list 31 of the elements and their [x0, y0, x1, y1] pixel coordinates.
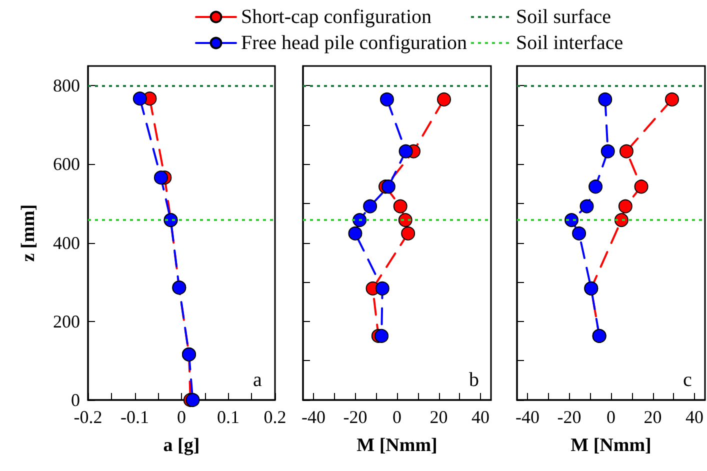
x-tick-label: -0.2	[74, 407, 102, 427]
x-axis-title: M [Nmm]	[356, 435, 438, 456]
y-tick-label: 800	[53, 76, 80, 96]
y-tick-label: 400	[53, 232, 80, 253]
x-tick-label: 40	[472, 407, 490, 427]
x-tick-label: 0.1	[217, 407, 240, 427]
x-tick-label: 0.2	[264, 407, 286, 427]
x-tick-label: 20	[644, 407, 662, 427]
x-tick-label: -20	[557, 407, 582, 427]
x-tick-label: 40	[686, 407, 704, 427]
legend-label: Soil interface	[516, 32, 624, 54]
annotation: a	[253, 369, 262, 391]
x-tick-label: -40	[301, 407, 326, 427]
annotation: c	[683, 369, 692, 391]
x-tick-label: 0	[177, 407, 186, 427]
x-tick-label: -20	[343, 407, 368, 427]
legend-label: Soil surface	[516, 6, 612, 28]
legend-label: Free head pile configuration	[241, 32, 468, 54]
x-tick-label: -40	[515, 407, 540, 427]
x-tick-label: 20	[430, 407, 448, 427]
y-axis-title: z [mm]	[18, 204, 39, 262]
y-tick-label: 0	[71, 390, 80, 410]
x-tick-label: 0	[606, 407, 616, 427]
x-tick-label: -0.1	[120, 407, 149, 427]
x-tick-label: 0	[392, 407, 402, 427]
y-tick-label: 200	[53, 311, 80, 332]
x-axis-title: a [g]	[163, 435, 200, 456]
y-tick-label: 600	[53, 154, 80, 174]
annotation: b	[469, 369, 479, 391]
x-axis-title: M [Nmm]	[570, 435, 652, 456]
legend-label: Short-cap configuration	[241, 6, 432, 28]
